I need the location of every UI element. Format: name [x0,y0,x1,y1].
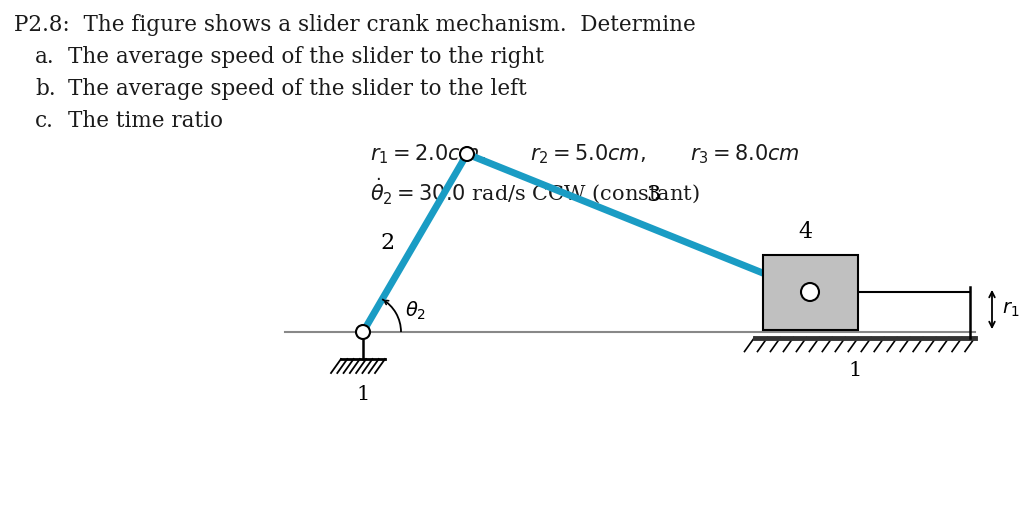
Text: 3: 3 [646,184,660,206]
Circle shape [356,325,370,339]
Text: $r_1 = 2.0cm,$: $r_1 = 2.0cm,$ [370,142,485,166]
Text: $r_3 = 8.0cm$: $r_3 = 8.0cm$ [690,142,800,166]
Text: $r_1$: $r_1$ [1002,300,1020,319]
Text: $\dot{\theta}_2 = 30.0$ rad/s CCW (constant): $\dot{\theta}_2 = 30.0$ rad/s CCW (const… [370,176,699,206]
Text: 1: 1 [848,362,861,380]
Text: a.: a. [35,46,54,68]
Text: The average speed of the slider to the left: The average speed of the slider to the l… [68,78,526,100]
Text: c.: c. [35,110,54,132]
Circle shape [801,283,819,301]
Bar [763,255,857,330]
Text: $r_2 = 5.0cm,$: $r_2 = 5.0cm,$ [530,142,646,166]
Circle shape [460,147,474,161]
Text: 4: 4 [798,222,812,244]
Text: The time ratio: The time ratio [68,110,223,132]
Text: 2: 2 [380,232,394,254]
Text: $\theta_2$: $\theta_2$ [406,300,426,322]
Text: P2.8:  The figure shows a slider crank mechanism.  Determine: P2.8: The figure shows a slider crank me… [14,14,695,36]
Text: 1: 1 [356,385,370,404]
Text: b.: b. [35,78,55,100]
Text: The average speed of the slider to the right: The average speed of the slider to the r… [68,46,544,68]
